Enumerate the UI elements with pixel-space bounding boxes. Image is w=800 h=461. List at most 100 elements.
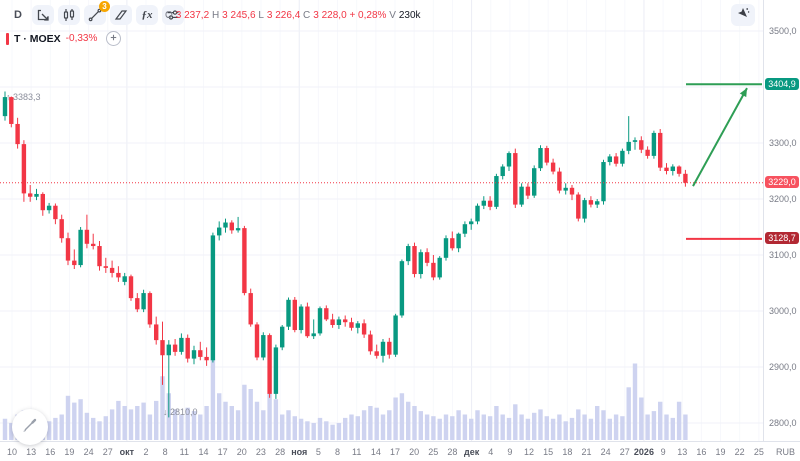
candle-body	[72, 260, 77, 266]
volume-bar	[639, 397, 644, 440]
magic-cursor-button[interactable]	[731, 4, 755, 26]
shape-icon	[114, 8, 128, 22]
trendline-tool-button[interactable]: 3	[84, 1, 110, 25]
volume-bar	[538, 409, 543, 440]
volume-bar	[280, 414, 285, 440]
candle-body	[65, 238, 71, 261]
open-label: O	[165, 10, 173, 21]
candle-body	[235, 228, 241, 231]
volume-bar	[103, 416, 108, 440]
volume-bar	[343, 417, 348, 440]
chart-canvas[interactable]	[0, 0, 763, 441]
y-tick-label: 2800,0	[769, 418, 797, 428]
volume-bar	[286, 410, 291, 440]
x-tick-label: 11	[352, 447, 362, 457]
symbol-name[interactable]: Т · MOEX	[14, 32, 61, 45]
candle-body	[506, 153, 512, 167]
volume-bar	[217, 393, 222, 440]
candle-body	[437, 257, 442, 278]
volume-bar	[469, 418, 474, 440]
symbol-row[interactable]: Т · MOEX -0,33%	[6, 31, 122, 46]
low-value: 3 226,4	[266, 10, 301, 21]
edit-square-icon	[36, 8, 50, 22]
volume-bar	[242, 384, 247, 440]
x-tick-label: 18	[562, 447, 573, 457]
candle-body	[676, 166, 682, 174]
candle-body	[9, 97, 14, 124]
volume-bar	[399, 393, 405, 440]
candle-body	[154, 324, 159, 341]
candle-body	[399, 261, 405, 316]
pane-action-button[interactable]	[106, 31, 122, 46]
candle-body	[141, 293, 146, 310]
candle-body	[387, 341, 392, 355]
x-tick-label: 24	[83, 447, 94, 457]
candle-body	[336, 319, 342, 325]
volume-bar	[198, 414, 203, 440]
candle-body	[368, 334, 373, 352]
candle-body	[217, 227, 222, 236]
candle-body	[324, 308, 329, 320]
timeframe-button[interactable]: D	[14, 9, 22, 21]
x-tick-label: 25	[753, 447, 764, 457]
candle-body	[525, 186, 531, 196]
currency-label: RUB	[775, 447, 795, 457]
volume-bar	[368, 406, 373, 440]
volume-bar	[191, 411, 197, 440]
volume-bar	[122, 406, 127, 440]
x-tick-label: 15	[543, 447, 554, 457]
price-axis[interactable]: 3404,9 3229,0 3128,7 3500,0 3300,0 3200,0 3…	[763, 0, 800, 441]
volume-bar	[160, 376, 165, 440]
circle-plus-icon	[109, 33, 118, 44]
x-tick-label: 28	[447, 447, 458, 457]
candle-body	[550, 162, 556, 172]
volume-bar	[97, 421, 102, 440]
x-tick-label: 24	[600, 447, 611, 457]
volume-bar	[576, 409, 581, 440]
drawing-panel-button[interactable]	[32, 5, 54, 25]
indicators-button[interactable]: ƒx	[136, 5, 158, 25]
x-tick-label: 5	[315, 447, 321, 457]
candle-body	[242, 228, 247, 294]
volume-bar	[431, 416, 436, 440]
candle-body	[59, 219, 64, 239]
candle-body	[122, 276, 127, 282]
drawing-brush-button[interactable]	[12, 409, 48, 445]
candle-body	[544, 148, 549, 163]
candle-body	[456, 233, 461, 249]
candle-body	[639, 140, 644, 150]
volume-bar	[670, 417, 675, 440]
chart-type-button[interactable]	[58, 5, 80, 25]
candle-body	[670, 166, 675, 171]
volume-bar	[210, 359, 216, 440]
chart-toolbar: D	[8, 1, 184, 25]
candle-body	[305, 306, 310, 337]
volume-bar	[336, 423, 342, 440]
trend-arrow-line	[692, 87, 748, 187]
x-tick-label: 25	[428, 447, 439, 457]
volume-bar	[506, 417, 512, 440]
candle-body	[261, 335, 266, 358]
candle-body	[84, 229, 90, 244]
volume-bar	[588, 418, 594, 440]
volume-bar	[116, 400, 121, 440]
volume-bar	[235, 410, 241, 440]
volume-bar	[513, 404, 518, 440]
x-tick-label: 16	[45, 447, 56, 457]
volume-bar	[292, 416, 297, 440]
x-tick-label: 19	[64, 447, 75, 457]
time-axis[interactable]: RUB 10 13 16 19 24 27 окт 2 8 11 14 17 20 23 28 ноя 5 8 11…	[0, 441, 800, 461]
shapes-tool-button[interactable]	[110, 5, 132, 25]
candle-body	[179, 337, 184, 352]
candle-body	[443, 238, 449, 258]
candle-body	[147, 293, 153, 325]
settings-button[interactable]	[162, 5, 184, 25]
volume-bar	[481, 414, 486, 440]
volume-bar	[223, 401, 228, 440]
candle-body	[380, 341, 386, 356]
candle-body	[292, 299, 297, 331]
candle-body	[431, 262, 436, 278]
candle-body	[582, 200, 587, 219]
volume-bar	[450, 416, 455, 440]
volume-bar	[311, 423, 316, 440]
